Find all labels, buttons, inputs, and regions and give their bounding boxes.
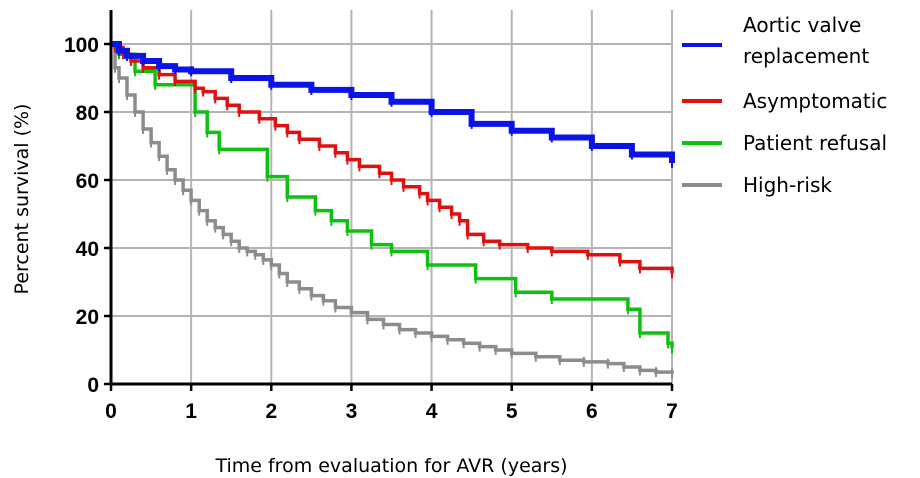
series-layer [111,41,675,379]
y-tick-label-100: 100 [64,34,99,57]
x-tick-label-2: 2 [265,400,277,423]
y-axis-title: Percent survival (%) [11,104,33,295]
series-line-asymptomatic [111,42,674,274]
legend-label-patient-refusal: Patient refusal [743,131,887,155]
y-tick-label-20: 20 [76,306,99,329]
legend: Aortic valve replacement Asymptomatic Patie… [682,13,887,197]
x-tick-label-1: 1 [185,400,197,423]
axes [104,10,674,391]
x-tick-label-4: 4 [426,400,438,423]
x-tick-label-0: 0 [105,400,117,423]
x-tick-label-5: 5 [506,400,518,423]
gridlines [111,10,673,384]
y-tick-label-60: 60 [76,170,99,193]
x-tick-label-7: 7 [666,400,678,423]
x-tick-label-6: 6 [586,400,598,423]
legend-label-high-risk: High-risk [743,173,832,197]
x-axis-title: Time from evaluation for AVR (years) [214,455,567,477]
y-tick-label-80: 80 [76,102,99,125]
legend-label-asymptomatic: Asymptomatic [743,89,887,113]
legend-label-aortic-valve-replacement: replacement [743,44,869,68]
y-tick-label-40: 40 [76,238,99,261]
tick-labels: 0 1 2 3 4 5 6 7 0 20 40 60 80 100 [64,34,678,423]
x-tick-label-3: 3 [346,400,358,423]
y-tick-label-0: 0 [87,374,99,397]
legend-label-aortic-valve-replacement: Aortic valve [743,13,861,37]
